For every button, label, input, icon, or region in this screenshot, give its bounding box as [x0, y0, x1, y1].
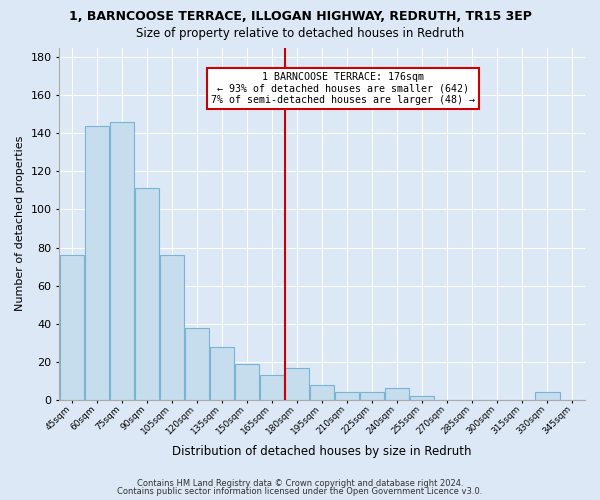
- Text: Size of property relative to detached houses in Redruth: Size of property relative to detached ho…: [136, 28, 464, 40]
- Bar: [185, 328, 209, 400]
- Bar: [385, 388, 409, 400]
- Bar: [85, 126, 109, 400]
- Bar: [110, 122, 134, 400]
- Bar: [285, 368, 309, 400]
- Bar: [60, 255, 84, 400]
- Text: Contains HM Land Registry data © Crown copyright and database right 2024.: Contains HM Land Registry data © Crown c…: [137, 478, 463, 488]
- Y-axis label: Number of detached properties: Number of detached properties: [15, 136, 25, 312]
- Bar: [310, 384, 334, 400]
- Text: 1, BARNCOOSE TERRACE, ILLOGAN HIGHWAY, REDRUTH, TR15 3EP: 1, BARNCOOSE TERRACE, ILLOGAN HIGHWAY, R…: [68, 10, 532, 23]
- Bar: [335, 392, 359, 400]
- Bar: [360, 392, 385, 400]
- Bar: [260, 375, 284, 400]
- Bar: [535, 392, 560, 400]
- Bar: [210, 346, 234, 400]
- X-axis label: Distribution of detached houses by size in Redruth: Distribution of detached houses by size …: [172, 444, 472, 458]
- Text: 1 BARNCOOSE TERRACE: 176sqm
← 93% of detached houses are smaller (642)
7% of sem: 1 BARNCOOSE TERRACE: 176sqm ← 93% of det…: [211, 72, 475, 106]
- Bar: [410, 396, 434, 400]
- Text: Contains public sector information licensed under the Open Government Licence v3: Contains public sector information licen…: [118, 487, 482, 496]
- Bar: [160, 255, 184, 400]
- Bar: [135, 188, 159, 400]
- Bar: [235, 364, 259, 400]
